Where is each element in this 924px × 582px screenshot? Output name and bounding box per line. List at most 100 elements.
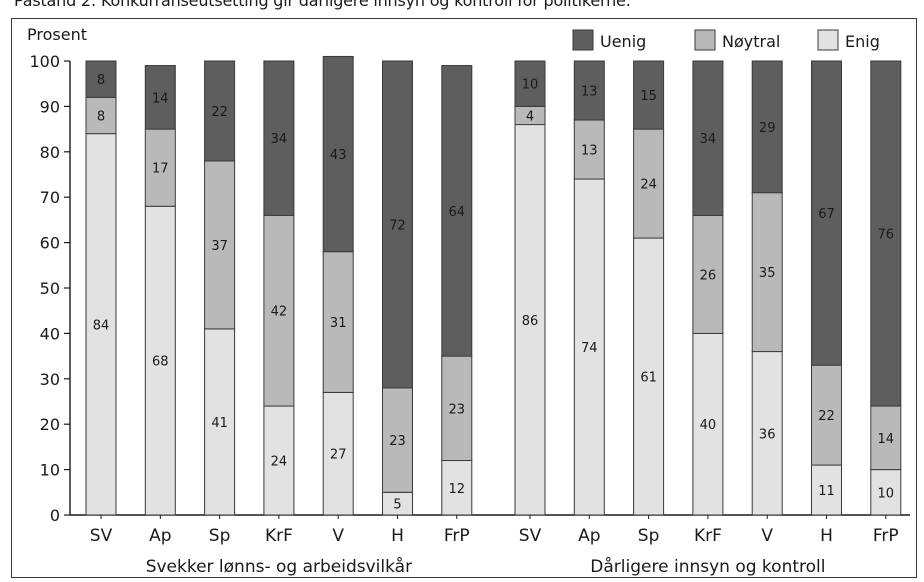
data-label: 64 (449, 205, 466, 220)
data-label: 74 (581, 341, 598, 356)
y-tick-label: 20 (40, 415, 60, 434)
data-label: 72 (389, 218, 406, 233)
y-tick-label: 50 (40, 279, 60, 298)
bar-segment-noytral (144, 128, 176, 207)
legend-label-enig: Enig (845, 32, 880, 51)
data-label: 24 (271, 455, 288, 470)
y-tick-label: 100 (29, 52, 60, 71)
bar-segment-noytral (573, 119, 605, 180)
x-tick-label: H (820, 526, 833, 546)
data-label: 17 (152, 162, 169, 177)
data-label: 68 (152, 355, 169, 370)
legend-swatch-uenig (572, 29, 594, 51)
y-tick-label: 10 (40, 461, 60, 480)
bar-segment-uenig (144, 65, 176, 130)
bar-segment-uenig (441, 65, 473, 357)
figure-caption: Påstand 2: Konkurranseutsetting gir dårl… (14, 0, 631, 10)
data-label: 43 (330, 148, 347, 163)
data-label: 5 (393, 498, 401, 513)
data-label: 37 (211, 239, 228, 254)
data-label: 41 (211, 416, 228, 431)
data-label: 23 (449, 402, 466, 417)
data-label: 22 (818, 409, 835, 424)
group-label: Svekker lønns- og arbeidsvilkår (146, 556, 412, 577)
bar-segment-noytral (692, 214, 724, 334)
legend-label-uenig: Uenig (600, 32, 646, 51)
bar-segment-enig (751, 351, 783, 516)
data-label: 84 (93, 318, 110, 333)
x-tick-label: SV (90, 526, 113, 546)
bar-segment-enig (870, 469, 902, 516)
data-label: 23 (389, 434, 406, 449)
group-label: Dårligere innsyn og kontroll (590, 556, 825, 577)
data-label: 13 (581, 85, 598, 100)
y-tick-label: 40 (40, 324, 60, 343)
data-label: 12 (449, 482, 466, 497)
y-tick-label: 0 (50, 506, 60, 525)
data-label: 29 (759, 121, 776, 136)
bar-segment-uenig (204, 60, 236, 162)
x-tick-label: KrF (265, 526, 293, 546)
bar-segment-enig (514, 124, 546, 516)
bar-segment-enig (441, 460, 473, 516)
x-tick-label: V (761, 526, 773, 546)
data-label: 27 (330, 448, 347, 463)
data-label: 86 (522, 314, 539, 329)
x-tick-label: Ap (578, 526, 600, 546)
data-label: 31 (330, 316, 347, 331)
data-label: 22 (211, 105, 228, 120)
y-tick-label: 80 (40, 143, 60, 162)
x-tick-label: KrF (694, 526, 722, 546)
bar-segment-uenig (811, 60, 842, 366)
bar-segment-enig (85, 133, 117, 516)
bar-segment-uenig (633, 60, 665, 130)
bar-segment-uenig (322, 55, 354, 253)
data-label: 35 (759, 266, 776, 281)
bar-segment-uenig (85, 60, 117, 98)
data-label: 36 (759, 427, 776, 442)
bar-segment-uenig (514, 60, 546, 107)
data-label: 34 (700, 132, 717, 147)
bar-segment-uenig (263, 60, 295, 216)
y-tick-label: 30 (40, 370, 60, 389)
y-tick-label: 90 (40, 97, 60, 116)
bar-segment-enig (263, 405, 295, 516)
x-tick-label: SV (519, 526, 542, 546)
chart-frame (11, 18, 917, 578)
bar-segment-uenig (870, 60, 902, 407)
x-tick-label: Sp (638, 526, 660, 546)
data-label: 4 (526, 109, 534, 124)
legend-swatch-enig (817, 29, 839, 51)
bar-segment-noytral (870, 405, 902, 471)
x-tick-label: V (332, 526, 344, 546)
bar-segment-uenig (382, 60, 413, 389)
bar-segment-enig (144, 205, 176, 516)
data-label: 8 (97, 73, 105, 88)
data-label: 14 (152, 91, 169, 106)
data-label: 10 (878, 486, 895, 501)
x-tick-label: Ap (149, 526, 171, 546)
data-label: 76 (878, 228, 895, 243)
bar-segment-uenig (573, 60, 605, 121)
data-label: 34 (271, 132, 288, 147)
data-label: 15 (640, 89, 657, 104)
legend-swatch-noytral (694, 29, 716, 51)
bar-segment-noytral (322, 251, 354, 393)
bar-segment-enig (692, 332, 724, 516)
bar-segment-noytral (441, 355, 473, 462)
y-tick-label: 70 (40, 188, 60, 207)
data-label: 26 (700, 268, 717, 283)
y-axis-label: Prosent (27, 25, 87, 44)
x-tick-label: FrP (873, 526, 899, 546)
data-label: 10 (522, 78, 539, 93)
legend-label-noytral: Nøytral (722, 32, 780, 51)
x-tick-label: Sp (209, 526, 231, 546)
data-label: 13 (581, 144, 598, 159)
bar-segment-noytral (811, 364, 842, 466)
data-label: 42 (271, 305, 288, 320)
data-label: 14 (878, 432, 895, 447)
y-tick-label: 60 (40, 234, 60, 253)
data-label: 40 (700, 418, 717, 433)
data-label: 24 (640, 178, 657, 193)
